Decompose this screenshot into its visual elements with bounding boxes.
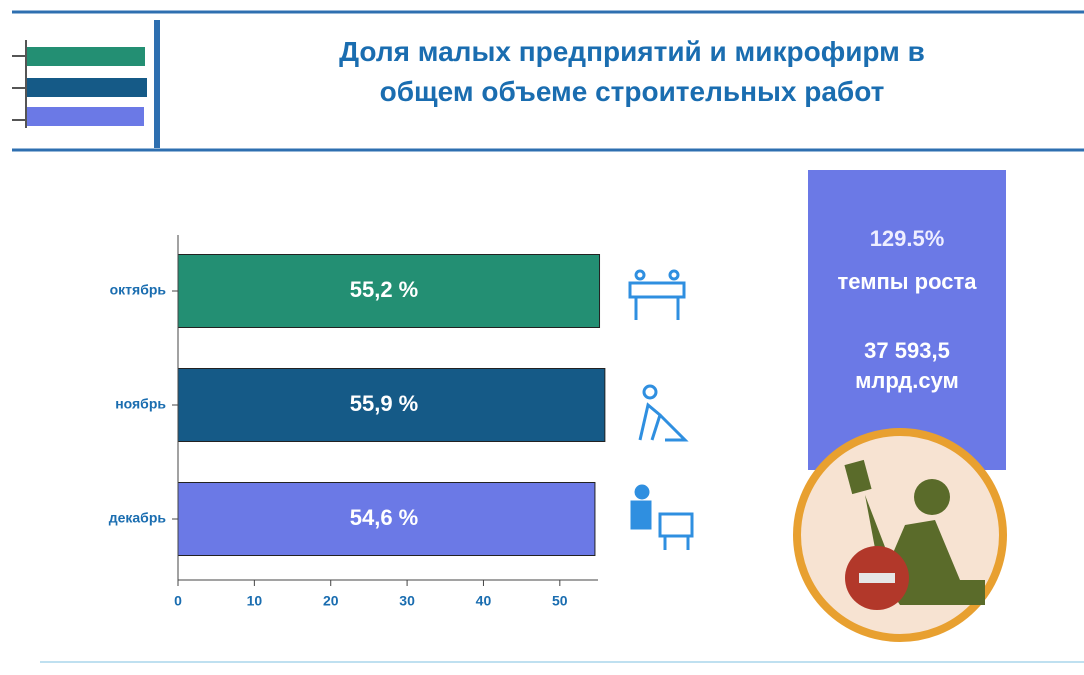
x-tick-label: 30 <box>399 593 415 609</box>
value-label: 54,6 % <box>350 505 419 530</box>
logo-icon <box>12 40 147 128</box>
growth-rate: 129.5% <box>870 226 945 251</box>
x-tick-label: 20 <box>323 593 339 609</box>
volume: 37 593,5 <box>864 338 950 363</box>
bar <box>177 368 606 442</box>
growth-label: темпы роста <box>837 269 977 294</box>
header-divider <box>154 20 160 148</box>
worker-badge <box>793 428 1007 642</box>
y-tick-label: октябрь <box>110 282 167 298</box>
bar <box>177 254 601 328</box>
bar <box>177 482 596 556</box>
y-tick-label: декабрь <box>109 510 167 526</box>
x-tick-label: 0 <box>174 593 182 609</box>
value-label: 55,2 % <box>350 277 419 302</box>
title: Доля малых предприятий и микрофирм в общ… <box>339 36 925 107</box>
x-tick-label: 50 <box>552 593 568 609</box>
x-tick-label: 10 <box>247 593 263 609</box>
y-tick-label: ноябрь <box>115 396 166 412</box>
icons <box>628 269 694 550</box>
stats-panel <box>808 170 1006 470</box>
value-label: 55,9 % <box>350 391 419 416</box>
volume-unit: млрд.сум <box>855 368 959 393</box>
x-tick-label: 40 <box>476 593 492 609</box>
